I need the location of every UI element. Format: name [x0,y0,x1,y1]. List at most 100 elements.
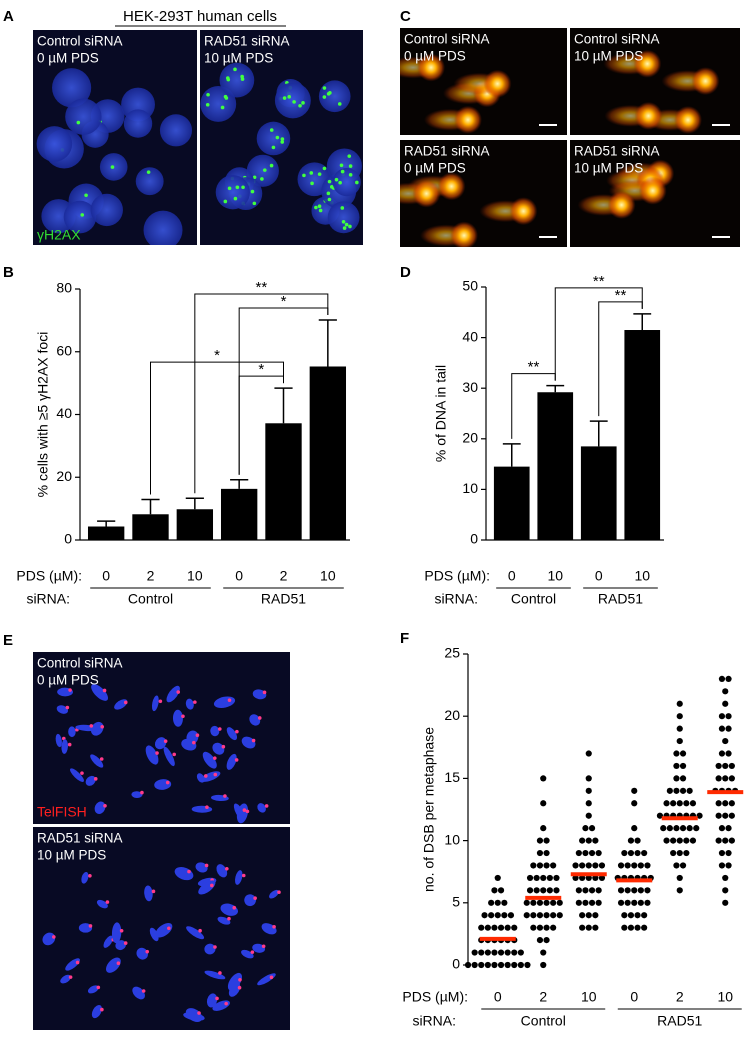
focus [309,171,314,175]
data-point [627,849,635,857]
group-label: Control [521,1013,566,1029]
telomere [193,700,197,704]
x-tick-label: 0 [630,989,638,1005]
chromosome [136,947,148,960]
focus [269,128,274,132]
focus [292,100,296,104]
x-tick-label: 0 [508,568,516,584]
y-tick-label: 20 [444,707,460,723]
data-point [491,949,498,956]
bar [624,330,661,540]
focus [206,92,210,97]
telomere [197,1011,201,1015]
data-point [673,825,680,832]
data-point [641,849,648,857]
chromosome [96,899,108,909]
data-point [471,961,478,969]
data-point [511,961,518,969]
focus [355,180,359,185]
data-point [585,912,592,919]
data-point [617,887,625,894]
data-point [683,800,690,807]
data-point [722,737,729,745]
comet-head [483,69,512,98]
x-tick-label: 10 [187,568,203,584]
data-point [725,713,732,720]
telomere [198,928,202,933]
focus [328,91,332,95]
y-tick-label: 40 [56,405,72,421]
telomere [100,724,105,729]
data-point [621,924,628,931]
telomere [187,869,191,874]
nucleus [135,167,164,196]
data-point [676,887,683,894]
data-point [585,812,592,819]
focus [298,103,302,108]
data-point [517,949,524,956]
focus [318,208,323,213]
chromosome [154,737,167,750]
focus [280,137,285,141]
data-point [718,713,726,720]
row-label: siRNA: [434,591,478,607]
telomere [155,751,159,755]
comet-head [509,197,538,226]
focus [271,145,276,150]
data-point [536,862,544,869]
significance-label: ** [528,359,540,376]
focus [241,185,245,190]
chromosome [185,698,194,710]
telomere [213,772,218,777]
chromosome [115,940,127,951]
data-point [644,887,651,894]
chromosome [70,768,84,782]
data-point [683,837,690,844]
focus [334,177,339,182]
telomere [217,727,222,731]
focus [269,163,274,168]
panel-letter: C [400,8,411,25]
telomere [158,699,163,704]
image-label: 0 µM PDS [37,51,99,66]
data-point [588,887,596,894]
data-point [588,825,596,832]
focus [317,204,322,209]
data-point [585,837,592,844]
data-point [546,887,553,894]
data-point [627,924,635,931]
focus [310,181,314,186]
focus [337,102,342,106]
focus [326,191,331,196]
data-point [494,899,501,906]
image-label: RAD51 siRNA [37,831,123,846]
data-point [696,812,703,819]
telomere [221,744,226,749]
data-point [579,837,586,844]
micrograph: RAD51 siRNA 10 µM PDS [570,140,740,247]
telomere [257,716,262,720]
data-point [530,862,537,869]
data-point [666,825,673,832]
data-point [536,924,544,931]
data-point [644,899,651,906]
data-point [670,800,677,807]
focus [322,86,327,90]
data-point [725,725,732,732]
image-label: 10 µM PDS [574,161,643,176]
data-point [722,688,729,695]
telomere [241,873,246,878]
data-point [494,874,501,882]
data-point [634,849,641,857]
focus [348,224,352,229]
focus [338,180,342,185]
data-point [497,924,505,931]
chromosome [111,922,122,944]
focus [344,222,349,227]
nucleus [215,175,250,210]
data-point [627,912,635,919]
telomere [52,935,56,939]
significance-label: ** [255,279,267,296]
data-point [481,912,488,919]
